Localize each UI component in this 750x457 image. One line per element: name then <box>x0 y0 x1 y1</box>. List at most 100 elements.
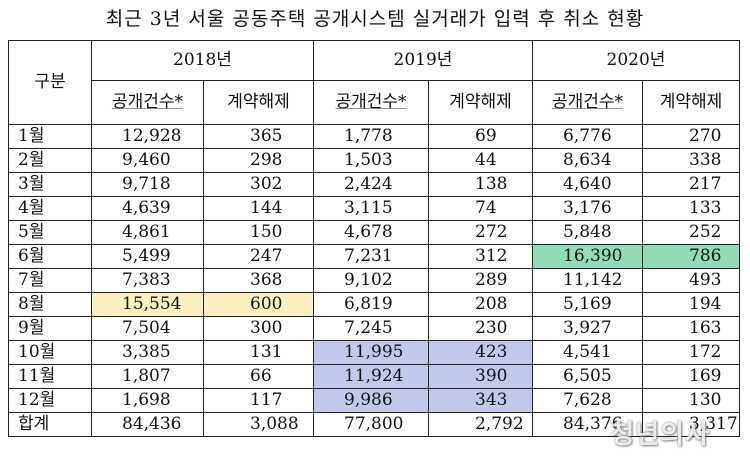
cancelled-count-cell: 208 <box>428 292 533 317</box>
row-label: 3월 <box>8 172 92 197</box>
table-row: 1월 12,928 365 1,778 69 6,776 270 <box>8 124 740 149</box>
cancelled-count-cell: 130 <box>642 388 740 413</box>
table-row: 12월 1,698 117 9,986 343 7,628 130 <box>8 388 740 413</box>
cancelled-count-cell: 272 <box>428 220 533 245</box>
cancelled-count-cell: 298 <box>203 148 314 173</box>
disclosed-count-cell: 12,928 <box>91 124 204 149</box>
transaction-cancellation-table: 구분 2018년 2019년 2020년 공개건수* 계약해제 공개건수* 계약… <box>8 40 740 437</box>
cancelled-count-cell: 247 <box>203 244 314 269</box>
col-header-disclosed: 공개건수* <box>91 80 204 125</box>
year-header-2020: 2020년 <box>532 40 740 81</box>
cancelled-count-cell: 169 <box>642 364 740 389</box>
disclosed-count-cell: 5,169 <box>532 292 643 317</box>
cancelled-count-cell: 368 <box>203 268 314 293</box>
cancelled-count-cell: 217 <box>642 172 740 197</box>
cancelled-count-cell: 44 <box>428 148 533 173</box>
table-title: 최근 3년 서울 공동주택 공개시스템 실거래가 입력 후 취소 현황 <box>105 8 645 30</box>
cancelled-count-cell: 138 <box>428 172 533 197</box>
disclosed-count-cell: 77,800 <box>313 412 429 437</box>
row-label: 4월 <box>8 196 92 221</box>
disclosed-count-cell: 7,383 <box>91 268 204 293</box>
cancelled-count-cell: 66 <box>203 364 314 389</box>
cancelled-count-cell: 133 <box>642 196 740 221</box>
row-label: 합계 <box>8 412 92 437</box>
row-label: 12월 <box>8 388 92 413</box>
disclosed-count-cell: 3,927 <box>532 316 643 341</box>
table-row: 11월 1,807 66 11,924 390 6,505 169 <box>8 364 740 389</box>
disclosed-count-cell: 7,504 <box>91 316 204 341</box>
row-label: 9월 <box>8 316 92 341</box>
cancelled-count-cell: 338 <box>642 148 740 173</box>
disclosed-count-cell: 1,807 <box>91 364 204 389</box>
year-header-2018: 2018년 <box>91 40 314 81</box>
cancelled-count-cell: 252 <box>642 220 740 245</box>
disclosed-count-cell: 3,176 <box>532 196 643 221</box>
disclosed-count-cell: 4,861 <box>91 220 204 245</box>
cancelled-count-cell: 786 <box>642 244 740 269</box>
row-label: 8월 <box>8 292 92 317</box>
disclosed-count-cell: 9,102 <box>313 268 429 293</box>
disclosed-count-cell: 16,390 <box>532 244 643 269</box>
cancelled-count-cell: 312 <box>428 244 533 269</box>
row-label: 5월 <box>8 220 92 245</box>
disclosed-count-cell: 9,460 <box>91 148 204 173</box>
cancelled-count-cell: 270 <box>642 124 740 149</box>
disclosed-count-cell: 15,554 <box>91 292 204 317</box>
table-row: 7월 7,383 368 9,102 289 11,142 493 <box>8 268 740 293</box>
col-header-cancelled: 계약해제 <box>203 80 314 125</box>
cancelled-count-cell: 600 <box>203 292 314 317</box>
cancelled-count-cell: 493 <box>642 268 740 293</box>
table-row: 10월 3,385 131 11,995 423 4,541 172 <box>8 340 740 365</box>
cancelled-count-cell: 194 <box>642 292 740 317</box>
cancelled-count-cell: 300 <box>203 316 314 341</box>
disclosed-count-cell: 6,819 <box>313 292 429 317</box>
disclosed-count-cell: 11,924 <box>313 364 429 389</box>
disclosed-count-cell: 11,995 <box>313 340 429 365</box>
row-label: 2월 <box>8 148 92 173</box>
disclosed-count-cell: 11,142 <box>532 268 643 293</box>
category-header: 구분 <box>8 40 92 125</box>
cancelled-count-cell: 69 <box>428 124 533 149</box>
watermark-logo: 청년의사 <box>610 420 710 450</box>
disclosed-count-cell: 8,634 <box>532 148 643 173</box>
disclosed-count-cell: 7,628 <box>532 388 643 413</box>
col-header-cancelled: 계약해제 <box>642 80 740 125</box>
col-header-cancelled: 계약해제 <box>428 80 533 125</box>
cancelled-count-cell: 3,088 <box>203 412 314 437</box>
cancelled-count-cell: 150 <box>203 220 314 245</box>
cancelled-count-cell: 172 <box>642 340 740 365</box>
row-label: 6월 <box>8 244 92 269</box>
row-label: 10월 <box>8 340 92 365</box>
disclosed-count-cell: 5,499 <box>91 244 204 269</box>
disclosed-count-cell: 4,639 <box>91 196 204 221</box>
cancelled-count-cell: 2,792 <box>428 412 533 437</box>
table-row: 합계 84,436 3,088 77,800 2,792 84,376 3,317 <box>8 412 740 437</box>
disclosed-count-cell: 1,698 <box>91 388 204 413</box>
cancelled-count-cell: 365 <box>203 124 314 149</box>
disclosed-count-cell: 1,503 <box>313 148 429 173</box>
disclosed-count-cell: 7,245 <box>313 316 429 341</box>
table-row: 9월 7,504 300 7,245 230 3,927 163 <box>8 316 740 341</box>
disclosed-count-cell: 6,776 <box>532 124 643 149</box>
cancelled-count-cell: 302 <box>203 172 314 197</box>
disclosed-count-cell: 6,505 <box>532 364 643 389</box>
table-body: 1월 12,928 365 1,778 69 6,776 270 2월 9,460 298 1,50… <box>8 124 740 437</box>
table-row: 8월 15,554 600 6,819 208 5,169 194 <box>8 292 740 317</box>
disclosed-count-cell: 4,678 <box>313 220 429 245</box>
cancelled-count-cell: 74 <box>428 196 533 221</box>
col-header-disclosed: 공개건수* <box>313 80 429 125</box>
disclosed-count-cell: 3,385 <box>91 340 204 365</box>
table-row: 2월 9,460 298 1,503 44 8,634 338 <box>8 148 740 173</box>
disclosed-count-cell: 2,424 <box>313 172 429 197</box>
table-row: 6월 5,499 247 7,231 312 16,390 786 <box>8 244 740 269</box>
disclosed-count-cell: 5,848 <box>532 220 643 245</box>
table-row: 3월 9,718 302 2,424 138 4,640 217 <box>8 172 740 197</box>
cancelled-count-cell: 230 <box>428 316 533 341</box>
disclosed-count-cell: 9,718 <box>91 172 204 197</box>
year-header-2019: 2019년 <box>313 40 533 81</box>
disclosed-count-cell: 4,640 <box>532 172 643 197</box>
cancelled-count-cell: 423 <box>428 340 533 365</box>
cancelled-count-cell: 131 <box>203 340 314 365</box>
table-row: 4월 4,639 144 3,115 74 3,176 133 <box>8 196 740 221</box>
disclosed-count-cell: 1,778 <box>313 124 429 149</box>
